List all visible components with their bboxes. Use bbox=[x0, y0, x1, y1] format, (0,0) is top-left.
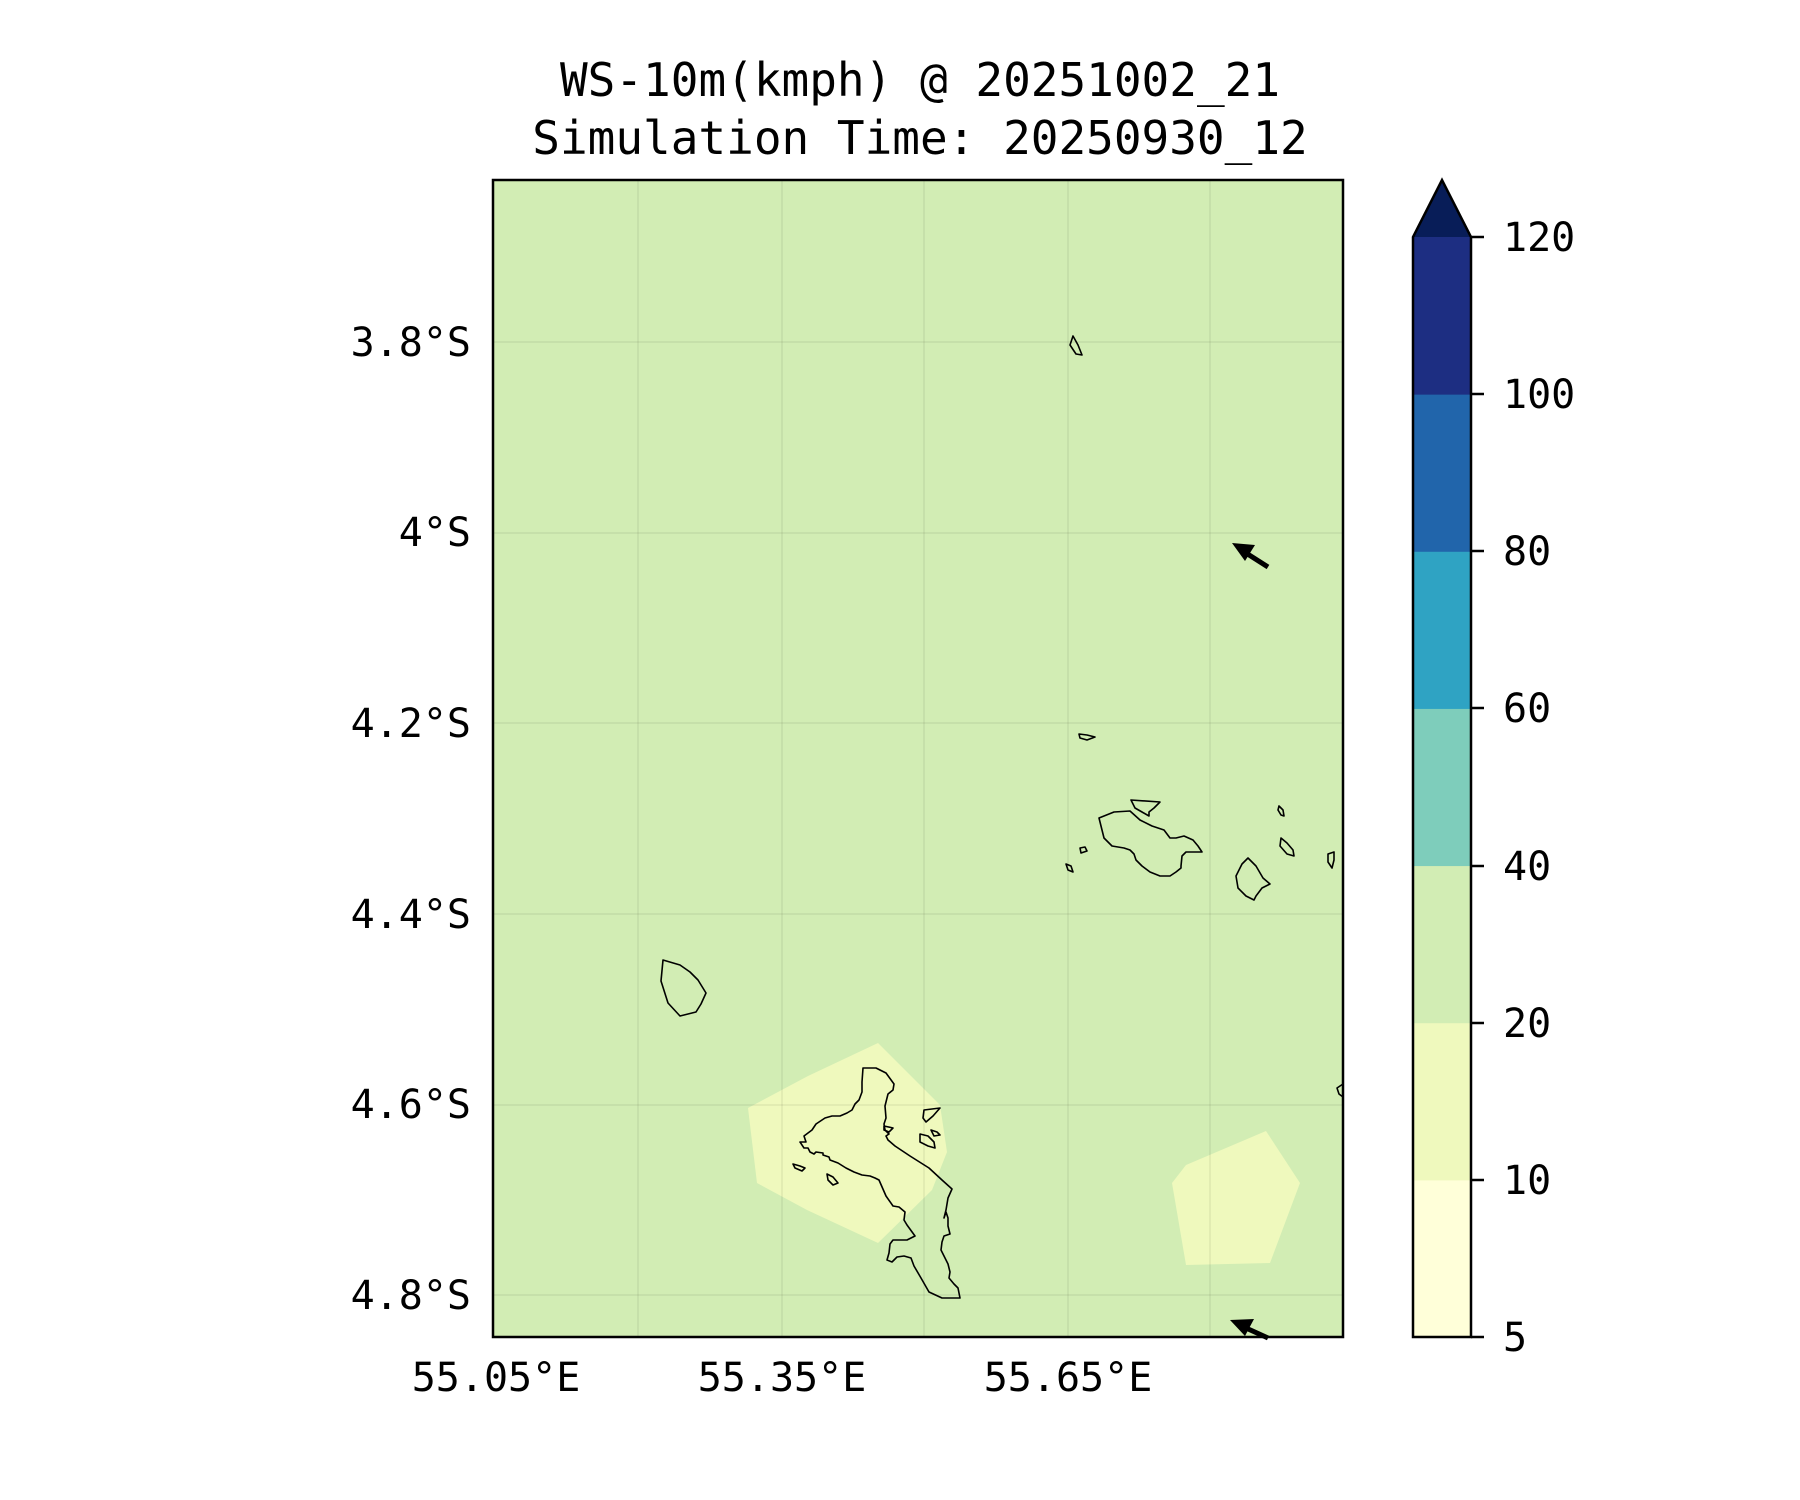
coastline-marianne bbox=[1327, 851, 1335, 869]
coastline-silhouette bbox=[660, 959, 707, 1017]
map-frame bbox=[491, 178, 1345, 1339]
coastline-islet-f bbox=[1079, 846, 1088, 854]
coastline-praslin bbox=[1098, 810, 1203, 877]
colorbar-label-80: 80 bbox=[1503, 529, 1551, 575]
coastline-aride bbox=[1069, 335, 1083, 356]
low-wind-region-southeast bbox=[1172, 1131, 1300, 1265]
colorbar-label-120: 120 bbox=[1503, 215, 1575, 261]
colorbar-segment bbox=[1413, 708, 1471, 867]
lat-label-4-8s: 4.8°S bbox=[351, 1273, 471, 1319]
coastline-layer bbox=[660, 335, 1344, 1299]
coastline-felicite bbox=[1279, 837, 1295, 857]
coastline-islet-a bbox=[792, 1163, 806, 1172]
coastline-mahe-tip bbox=[883, 1125, 894, 1133]
colorbar-label-40: 40 bbox=[1503, 844, 1551, 890]
lat-label-4-2s: 4.2°S bbox=[351, 701, 471, 747]
coastline-islet-c bbox=[930, 1129, 941, 1137]
coastline-sainte-anne bbox=[922, 1107, 941, 1123]
map-title-line-1: WS-10m(kmph) @ 20251002_21 bbox=[560, 53, 1280, 107]
lon-label-55-35e: 55.35°E bbox=[698, 1355, 867, 1401]
longitude-labels: 55.05°E 55.35°E 55.65°E bbox=[412, 1355, 1153, 1401]
coastline-islet-e bbox=[1078, 733, 1096, 741]
colorbar-extend-arrow bbox=[1413, 180, 1471, 237]
colorbar-label-100: 100 bbox=[1503, 372, 1575, 418]
lat-label-3-8s: 3.8°S bbox=[351, 320, 471, 366]
colorbar-label-10: 10 bbox=[1503, 1158, 1551, 1204]
colorbar-label-60: 60 bbox=[1503, 686, 1551, 732]
colorbar: 5 10 20 40 60 80 100 120 bbox=[1411, 177, 1575, 1361]
lat-label-4-6s: 4.6°S bbox=[351, 1082, 471, 1128]
map-title-line-2: Simulation Time: 20250930_12 bbox=[532, 111, 1307, 165]
lat-label-4-4s: 4.4°S bbox=[351, 892, 471, 938]
colorbar-segment bbox=[1413, 237, 1471, 395]
map-panel bbox=[491, 178, 1345, 1341]
colorbar-segment bbox=[1413, 551, 1471, 709]
lon-label-55-65e: 55.65°E bbox=[984, 1355, 1153, 1401]
colorbar-segment bbox=[1413, 865, 1471, 1024]
coastline-cerf bbox=[919, 1133, 936, 1149]
colorbar-tick-labels: 5 10 20 40 60 80 100 120 bbox=[1503, 215, 1575, 1361]
coastline-east-edge bbox=[1336, 1083, 1344, 1098]
colorbar-segment bbox=[1413, 1179, 1471, 1338]
colorbar-label-5: 5 bbox=[1503, 1315, 1527, 1361]
coastline-islet-b bbox=[826, 1173, 839, 1186]
wind-vector-north bbox=[1232, 543, 1270, 570]
wind-vector-layer bbox=[1230, 543, 1270, 1341]
coastline-la-digue bbox=[1235, 857, 1271, 901]
colorbar-segment bbox=[1413, 394, 1471, 552]
coastline-islet-g bbox=[1065, 863, 1074, 873]
coastline-mahe-island bbox=[799, 1067, 961, 1299]
map-gridlines bbox=[493, 180, 1343, 1337]
coastline-curieuse bbox=[1130, 799, 1161, 817]
colorbar-segment bbox=[1413, 1022, 1471, 1181]
colorbar-segments bbox=[1413, 237, 1471, 1338]
lat-label-4s: 4°S bbox=[399, 510, 471, 556]
colorbar-ticks bbox=[1471, 235, 1484, 1339]
latitude-labels: 3.8°S 4°S 4.2°S 4.4°S 4.6°S 4.8°S bbox=[351, 320, 471, 1319]
low-wind-region-mahe bbox=[748, 1043, 947, 1243]
colorbar-frame bbox=[1411, 177, 1473, 1339]
colorbar-label-20: 20 bbox=[1503, 1001, 1551, 1047]
coastline-islet-d bbox=[1277, 805, 1285, 817]
lon-label-55-05e: 55.05°E bbox=[412, 1355, 581, 1401]
